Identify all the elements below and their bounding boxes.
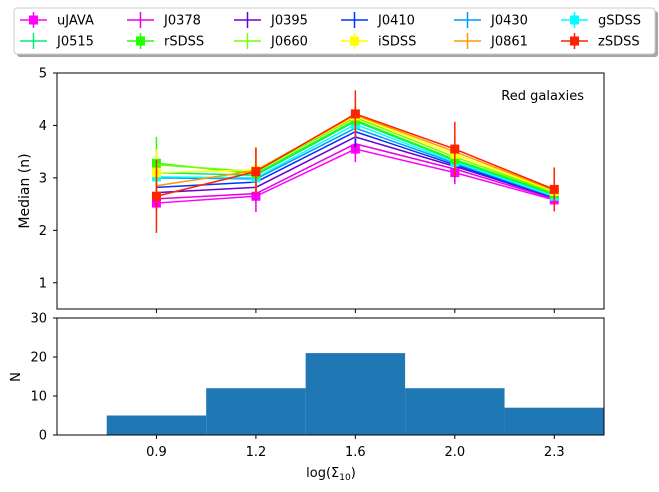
- legend-entry-uJAVA: uJAVA: [20, 12, 94, 29]
- top-ytick-label: 5: [39, 67, 47, 82]
- panel-annotation: Red galaxies: [501, 89, 584, 104]
- legend-entry-J0515: J0515: [20, 33, 94, 50]
- legend-marker-iSDSS: [350, 36, 359, 46]
- bottom-y-axis-label: N: [9, 372, 24, 382]
- legend-entry-J0660: J0660: [234, 33, 308, 50]
- legend-entry-rSDSS: rSDSS: [127, 33, 204, 50]
- histogram-bar-4: [504, 407, 604, 435]
- marker-zSDSS-3: [450, 144, 460, 154]
- bottom-ytick-label: 0: [39, 429, 47, 444]
- bottom-xtick-label: 2.3: [544, 445, 565, 460]
- legend-entry-J0861: J0861: [454, 33, 528, 50]
- marker-zSDSS-0: [151, 191, 161, 201]
- x-axis-label-subscript: 10: [339, 473, 351, 483]
- bottom-xtick-label: 0.9: [146, 445, 167, 460]
- legend-label-zSDSS: zSDSS: [598, 35, 640, 50]
- histogram-bar-2: [305, 353, 406, 435]
- legend-entry-iSDSS: iSDSS: [341, 33, 416, 50]
- legend-label-J0515: J0515: [56, 35, 94, 50]
- legend-frame: [13, 7, 656, 55]
- legend-label-uJAVA: uJAVA: [57, 14, 94, 29]
- legend-entry-J0410: J0410: [341, 12, 415, 29]
- top-ytick-label: 1: [39, 276, 47, 291]
- bottom-xtick-label: 1.2: [246, 445, 267, 460]
- legend-label-J0861: J0861: [490, 35, 528, 50]
- top-ytick-label: 3: [39, 171, 47, 186]
- top-ytick-label: 2: [39, 224, 47, 239]
- top-ytick-label: 4: [39, 119, 47, 134]
- legend-entry-J0395: J0395: [234, 12, 308, 29]
- legend-marker-uJAVA: [29, 15, 38, 25]
- histogram-bar-3: [405, 388, 505, 435]
- bottom-xtick-label: 2.0: [444, 445, 465, 460]
- legend-label-J0395: J0395: [270, 14, 308, 29]
- legend-label-J0660: J0660: [270, 35, 308, 50]
- legend-label-J0378: J0378: [163, 14, 201, 29]
- marker-zSDSS-1: [251, 167, 261, 177]
- legend-entry-zSDSS: zSDSS: [561, 33, 640, 50]
- x-axis-label-close: ): [351, 466, 356, 481]
- legend-label-rSDSS: rSDSS: [164, 35, 204, 50]
- legend-label-J0430: J0430: [490, 14, 528, 29]
- bottom-ytick-label: 30: [30, 312, 47, 327]
- bottom-ytick-label: 10: [30, 390, 47, 405]
- legend-marker-gSDSS: [570, 15, 579, 25]
- top-y-axis-label: Median (n): [17, 153, 33, 228]
- legend-label-iSDSS: iSDSS: [378, 35, 416, 50]
- histogram-bar-0: [106, 415, 207, 435]
- legend-entry-gSDSS: gSDSS: [561, 12, 641, 29]
- bottom-xtick-label: 1.6: [345, 445, 366, 460]
- legend-label-J0410: J0410: [377, 14, 415, 29]
- top-panel-frame: [56, 72, 605, 310]
- marker-zSDSS-2: [350, 109, 360, 119]
- legend-marker-rSDSS: [136, 36, 145, 46]
- top-panel: 1 2 3 4 5 Red galaxies Median (n): [17, 67, 605, 313]
- legend-label-gSDSS: gSDSS: [598, 14, 641, 29]
- x-axis-label-base: log(Σ: [306, 466, 339, 481]
- legend-entry-J0430: J0430: [454, 12, 528, 29]
- bottom-ytick-label: 20: [30, 351, 47, 366]
- legend-marker-zSDSS: [570, 36, 579, 46]
- series-zSDSS: [151, 90, 559, 233]
- bottom-x-axis-label: log(Σ10): [306, 466, 356, 483]
- histogram-bar-1: [206, 388, 306, 435]
- legend: uJAVA J0378 J0395 J0410 J0430 gSDSS J0515 rSDSS…: [13, 7, 658, 57]
- bottom-panel-frame: [56, 317, 605, 436]
- marker-zSDSS-4: [549, 184, 559, 194]
- legend-entry-J0378: J0378: [127, 12, 201, 29]
